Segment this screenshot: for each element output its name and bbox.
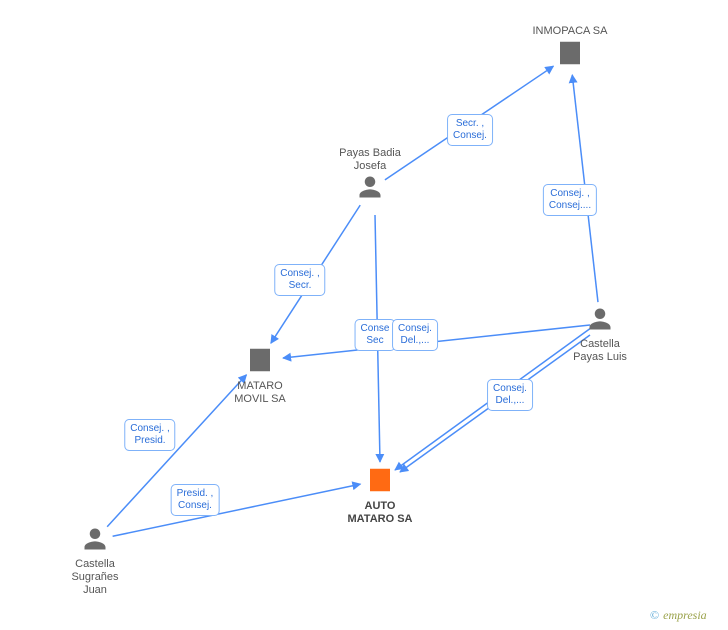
node-castella_sj[interactable]: Castella Sugrañes Juan [50,525,140,597]
edge-label: Consej. , Secr. [274,264,325,296]
node-label: AUTO MATARO SA [335,500,425,526]
building-icon [555,38,585,68]
edge-label: Consej. , Presid. [124,419,175,451]
credit: © empresia [650,608,707,623]
node-label: Payas Badia Josefa [325,147,415,173]
node-auto_mataro[interactable]: AUTO MATARO SA [335,465,425,526]
node-inmopaca[interactable]: INMOPACA SA [525,25,615,73]
person-icon [586,305,614,333]
edge-castella_sj-to-auto_mataro [113,484,361,536]
node-payas_badia[interactable]: Payas Badia Josefa [325,147,415,206]
node-label: Castella Sugrañes Juan [50,558,140,597]
building-icon [365,465,395,495]
edge-label: Consej. Del.,... [392,319,438,351]
edge-label: Conse Sec [355,319,396,351]
node-mataro_movil[interactable]: MATARO MOVIL SA [215,345,305,406]
edge-label: Consej. , Consej.... [543,184,597,216]
edge-label: Presid. , Consej. [171,484,220,516]
node-castella_pl[interactable]: Castella Payas Luis [555,305,645,364]
node-label: Castella Payas Luis [555,338,645,364]
copyright-symbol: © [650,608,659,622]
edge-label: Secr. , Consej. [447,114,493,146]
edge-label: Consej. Del.,... [487,379,533,411]
building-icon [245,345,275,375]
person-icon [356,173,384,201]
person-icon [81,525,109,553]
node-label: INMOPACA SA [525,25,615,38]
diagram-canvas: Secr. , Consej. Consej. , Consej.... Conse… [0,0,728,630]
credit-text: empresia [663,608,707,622]
node-label: MATARO MOVIL SA [215,380,305,406]
